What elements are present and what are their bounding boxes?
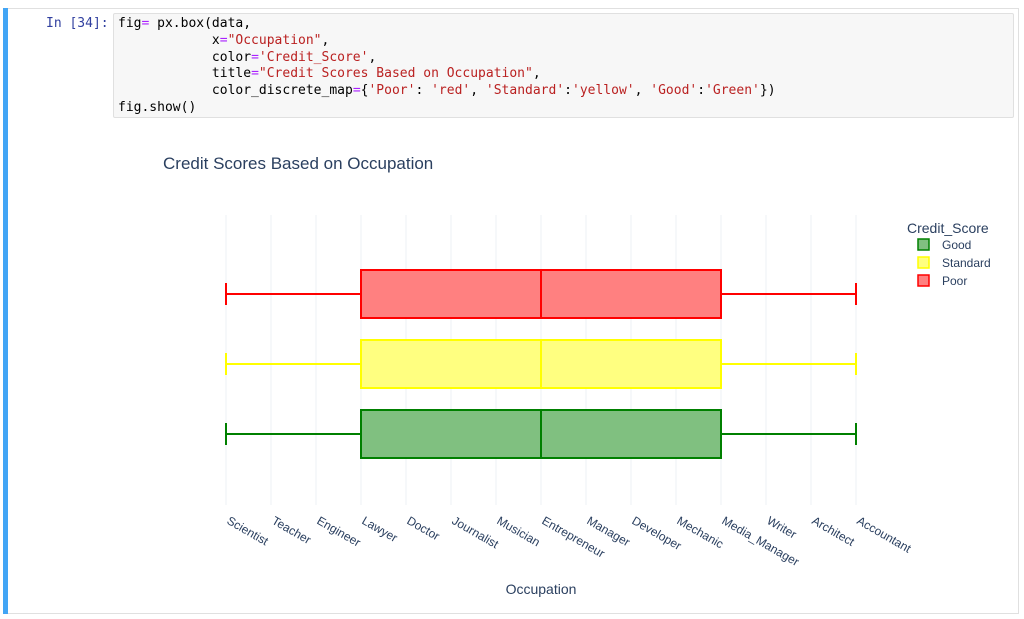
code-token: = (251, 66, 259, 82)
x-tick-label: Developer (630, 513, 684, 552)
code-token: , (634, 83, 651, 99)
code-token: , (368, 49, 377, 65)
legend-label-poor: Poor (942, 274, 967, 288)
code-token: px.box(data, (149, 16, 252, 31)
x-axis-label: Occupation (506, 581, 577, 597)
box-good (225, 409, 857, 459)
code-text[interactable]: fig= px.box(data, x="Occupation", color=… (118, 16, 776, 117)
legend-swatch-good (917, 238, 930, 251)
legend-label-standard: Standard (942, 256, 991, 270)
x-tick-label: Architect (810, 513, 858, 549)
code-token: , (321, 32, 330, 48)
code-line: x="Occupation", (118, 33, 329, 48)
code-token: x (118, 32, 220, 48)
code-token: : (564, 83, 572, 99)
x-tick-label: Media_Manager (720, 513, 802, 568)
code-line: color='Credit_Score', (118, 50, 376, 65)
box-poor (225, 269, 857, 319)
code-token: "Occupation" (227, 32, 322, 48)
code-token: color_discrete_map (118, 83, 353, 99)
cell-selection-bar (3, 8, 8, 614)
plot-boxes (225, 269, 857, 459)
code-token: , (470, 83, 486, 99)
code-token: "Credit Scores Based on Occupation" (258, 66, 533, 82)
code-token: = (219, 32, 228, 48)
x-tick-label: Journalist (450, 513, 502, 551)
code-token: 'Credit_Score' (258, 49, 369, 65)
code-line: fig.show() (118, 100, 196, 115)
legend-swatch-standard (917, 256, 930, 269)
x-tick-label: Lawyer (360, 513, 401, 544)
output-area: Scientist Teacher Engineer Lawyer Doctor Jour… (113, 125, 1014, 610)
code-token: }) (759, 83, 776, 99)
x-tick-label: Musician (495, 513, 543, 549)
code-token: = (141, 16, 150, 31)
code-line: fig= px.box(data, (118, 16, 251, 31)
legend-label-good: Good (942, 238, 971, 252)
x-tick-label: Scientist (225, 513, 272, 548)
code-token: 'Standard' (485, 83, 565, 99)
legend-title: Credit_Score (907, 220, 989, 236)
code-token: fig.show() (118, 99, 197, 115)
code-token: 'red' (431, 83, 471, 99)
code-token: = (352, 83, 361, 99)
code-token: 'yellow' (572, 83, 635, 99)
code-token: 'Good' (650, 83, 698, 99)
code-token: = (251, 49, 259, 65)
chart-title: Credit Scores Based on Occupation (163, 154, 433, 173)
x-tick-label: Engineer (315, 513, 364, 549)
code-token: : (697, 83, 706, 99)
x-tick-label: Doctor (405, 513, 443, 543)
x-tick-label: Accountant (855, 513, 915, 555)
code-token: color (118, 49, 252, 65)
code-token: 'Poor' (368, 83, 416, 99)
code-token: , (532, 66, 541, 82)
notebook-cell[interactable] (3, 8, 1019, 614)
input-prompt: In [34]: (46, 16, 109, 31)
code-token: fig (118, 16, 142, 31)
x-tick-label: Teacher (270, 513, 314, 546)
x-tick-label: Mechanic (675, 513, 726, 551)
code-token: { (360, 83, 369, 99)
code-token: 'Green' (705, 83, 760, 99)
legend: Credit_Score Good Standard Poor (907, 220, 991, 288)
box-standard (225, 339, 857, 389)
code-editor[interactable]: fig= px.box(data, x="Occupation", color=… (113, 13, 1014, 118)
legend-swatch-poor (917, 274, 930, 287)
code-token: title (118, 66, 252, 82)
code-line: title="Credit Scores Based on Occupation… (118, 66, 541, 81)
code-line: color_discrete_map={'Poor': 'red', 'Stan… (118, 83, 776, 98)
code-token: : (415, 83, 432, 99)
